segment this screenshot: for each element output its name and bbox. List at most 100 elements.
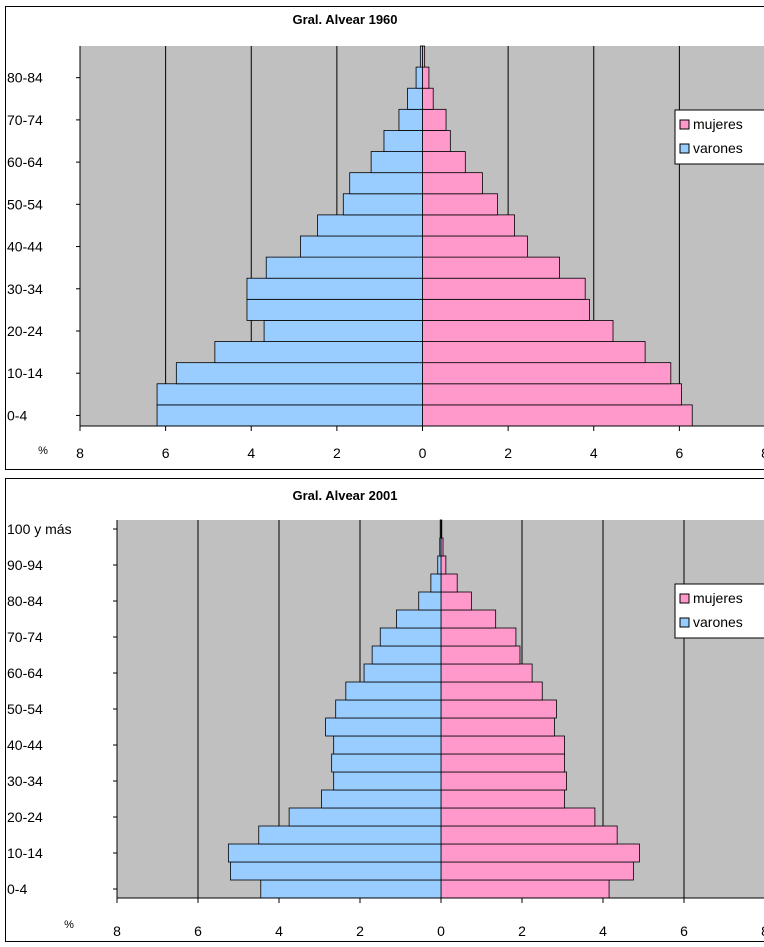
bar-varones-5-9 xyxy=(230,862,441,880)
bar-mujeres-0-4 xyxy=(441,880,609,898)
x-tick-label: 8 xyxy=(113,923,121,939)
bar-varones-35-39 xyxy=(332,754,441,772)
y-tick-label: 80-84 xyxy=(7,70,43,86)
bar-varones-75-79 xyxy=(408,88,423,109)
bar-varones-20-24 xyxy=(289,808,441,826)
bar-varones-0-4 xyxy=(261,880,441,898)
legend-swatch-varones xyxy=(680,144,689,153)
bar-varones-45-49 xyxy=(326,718,441,736)
bar-mujeres-70-74 xyxy=(441,628,516,646)
bar-mujeres-65-69 xyxy=(423,130,451,151)
y-tick-label: 90-94 xyxy=(7,557,43,573)
bar-varones-55-59 xyxy=(346,682,441,700)
legend-swatch-mujeres xyxy=(680,594,689,603)
bar-mujeres-35-39 xyxy=(423,257,560,278)
bar-varones-20-24 xyxy=(264,320,422,341)
y-tick-label: 60-64 xyxy=(7,154,43,170)
bar-varones-30-34 xyxy=(247,278,423,299)
bar-mujeres-60-64 xyxy=(441,664,532,682)
legend-swatch-varones xyxy=(680,618,689,627)
legend-label-varones: varones xyxy=(693,614,743,630)
pyramid-chart-2001: Gral. Alvear 2001864202468%0-410-1420-24… xyxy=(5,478,764,942)
bar-varones-70-74 xyxy=(399,109,423,130)
bar-mujeres-65-69 xyxy=(441,646,520,664)
bar-mujeres-20-24 xyxy=(441,808,595,826)
legend-label-mujeres: mujeres xyxy=(693,590,743,606)
bar-mujeres-5-9 xyxy=(441,862,633,880)
x-tick-label: 4 xyxy=(599,923,607,939)
y-tick-label: 60-64 xyxy=(7,665,43,681)
bar-varones-50-54 xyxy=(336,700,441,718)
bar-varones-100-y-más xyxy=(440,520,441,538)
y-tick-label: 100 y más xyxy=(7,521,72,537)
x-tick-label: 0 xyxy=(437,923,445,939)
bar-mujeres-45-49 xyxy=(423,215,515,236)
bar-varones-50-54 xyxy=(343,194,422,215)
x-tick-label: 4 xyxy=(275,923,283,939)
bar-varones-90-94 xyxy=(438,556,441,574)
y-tick-label: 20-24 xyxy=(7,323,43,339)
y-tick-label: 10-14 xyxy=(7,365,43,381)
bar-mujeres-15-19 xyxy=(441,826,617,844)
bar-varones-0-4 xyxy=(157,405,422,426)
bar-mujeres-10-14 xyxy=(441,844,639,862)
x-tick-label: 0 xyxy=(419,445,427,461)
y-tick-label: 70-74 xyxy=(7,629,43,645)
y-tick-label: 0-4 xyxy=(7,881,27,897)
bar-varones-75-79 xyxy=(396,610,441,628)
bar-varones-45-49 xyxy=(318,215,423,236)
bar-varones-30-34 xyxy=(334,772,441,790)
bar-varones-60-64 xyxy=(364,664,441,682)
y-tick-label: 50-54 xyxy=(7,701,43,717)
bar-varones-65-69 xyxy=(384,130,423,151)
bar-mujeres-60-64 xyxy=(423,152,466,173)
y-tick-label: 70-74 xyxy=(7,112,43,128)
bar-varones-15-19 xyxy=(215,342,423,363)
bar-varones-5-9 xyxy=(157,384,422,405)
x-tick-label: 6 xyxy=(162,445,170,461)
chart-title: Gral. Alvear 2001 xyxy=(292,488,397,503)
x-tick-label: 2 xyxy=(504,445,512,461)
bar-mujeres-0-4 xyxy=(423,405,693,426)
chart-svg: Gral. Alvear 1960864202468%0-410-1420-24… xyxy=(5,6,764,470)
bar-mujeres-85-89 xyxy=(441,574,457,592)
bar-varones-80-84 xyxy=(419,592,441,610)
bar-mujeres-15-19 xyxy=(423,342,646,363)
bar-mujeres-40-44 xyxy=(441,736,565,754)
bar-varones-95-99 xyxy=(440,538,441,556)
bar-varones-25-29 xyxy=(322,790,441,808)
y-tick-label: 10-14 xyxy=(7,845,43,861)
x-tick-label: 2 xyxy=(518,923,526,939)
legend-swatch-mujeres xyxy=(680,120,689,129)
bar-mujeres-35-39 xyxy=(441,754,565,772)
bar-mujeres-70-74 xyxy=(423,109,447,130)
x-tick-label: 6 xyxy=(680,923,688,939)
bar-varones-55-59 xyxy=(350,173,423,194)
bar-mujeres-80-84 xyxy=(423,67,429,88)
x-axis-label: % xyxy=(38,445,48,457)
bar-mujeres-75-79 xyxy=(423,88,434,109)
bar-mujeres-30-34 xyxy=(441,772,567,790)
y-tick-label: 80-84 xyxy=(7,593,43,609)
chart-title: Gral. Alvear 1960 xyxy=(292,12,397,27)
x-tick-label: 6 xyxy=(194,923,202,939)
bar-varones-10-14 xyxy=(176,363,422,384)
bar-varones-85-89 xyxy=(431,574,441,592)
y-tick-label: 0-4 xyxy=(7,407,27,423)
bar-mujeres-50-54 xyxy=(423,194,498,215)
x-axis-label: % xyxy=(64,919,74,931)
bar-mujeres-40-44 xyxy=(423,236,528,257)
bar-varones-25-29 xyxy=(247,299,423,320)
y-tick-label: 40-44 xyxy=(7,239,43,255)
bar-mujeres-55-59 xyxy=(423,173,483,194)
y-tick-label: 30-34 xyxy=(7,773,43,789)
y-tick-label: 20-24 xyxy=(7,809,43,825)
bar-mujeres-50-54 xyxy=(441,700,556,718)
bar-mujeres-55-59 xyxy=(441,682,542,700)
bar-varones-85+ xyxy=(420,46,422,67)
y-tick-label: 50-54 xyxy=(7,196,43,212)
bar-varones-40-44 xyxy=(300,236,422,257)
bar-mujeres-25-29 xyxy=(441,790,565,808)
bar-varones-10-14 xyxy=(228,844,441,862)
bar-mujeres-5-9 xyxy=(423,384,682,405)
